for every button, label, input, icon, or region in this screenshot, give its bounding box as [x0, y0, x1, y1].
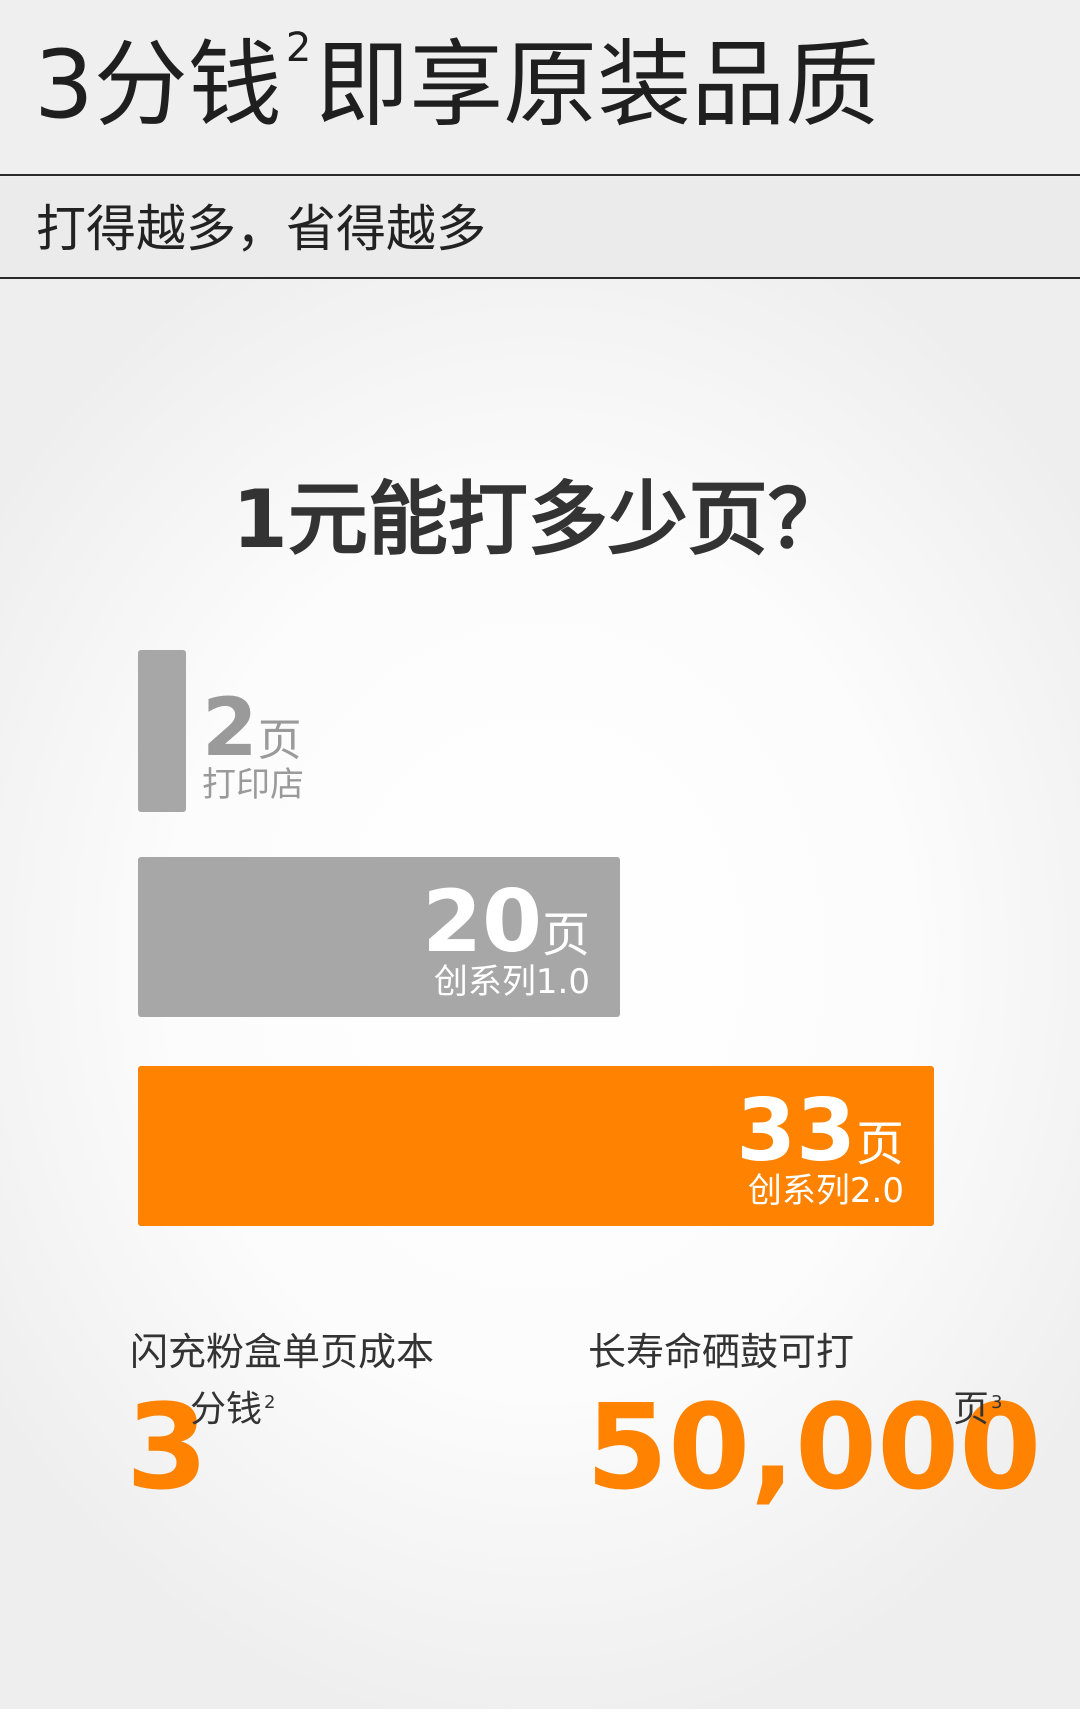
bar-value-number-1: 2 — [202, 681, 258, 774]
bar-1 — [138, 650, 186, 812]
drum-life-value: 50,000 — [586, 1378, 1042, 1516]
bar-category-label-1: 打印店 — [202, 765, 304, 805]
subheader-divider — [0, 277, 1080, 279]
bar-value-unit-1: 页 — [257, 715, 302, 766]
bar-value-number-3: 33 — [736, 1081, 856, 1181]
drum-life-caption: 长寿命硒鼓可打 — [588, 1330, 855, 1374]
toner-cost-unit: 分钱 2 — [190, 1392, 275, 1428]
title-footnote-marker: 2 — [285, 25, 312, 71]
bar-value-label-3: 33页 — [736, 1088, 904, 1174]
toner-cost-value: 3 — [126, 1378, 209, 1516]
toner-cost-caption: 闪充粉盒单页成本 — [130, 1330, 435, 1374]
bar-value-label-2: 20页 — [422, 879, 590, 965]
page-title: 3分钱 2即享原装品质 — [34, 26, 879, 146]
toner-cost-unit-text: 分钱 — [190, 1389, 263, 1430]
page-subtitle: 打得越多，省得越多 — [36, 200, 486, 258]
bar-value-label-1: 2页 — [202, 688, 302, 768]
bar-value-number-2: 20 — [422, 872, 542, 972]
drum-life-unit-text: 页 — [953, 1389, 990, 1430]
subheader-band: 打得越多，省得越多 — [0, 177, 1080, 277]
bar-2 — [138, 857, 620, 1017]
title-part-price: 3分钱 — [34, 31, 282, 140]
title-part-quality: 即享原装品质 — [315, 31, 880, 140]
chart-question: 1元能打多少页？ — [232, 473, 848, 566]
bar-category-label-3: 创系列2.0 — [747, 1171, 904, 1211]
bar-category-label-2: 创系列1.0 — [433, 962, 590, 1002]
bar-value-unit-2: 页 — [541, 907, 590, 963]
bar-3 — [138, 1066, 934, 1226]
header-divider — [0, 174, 1080, 176]
drum-life-footnote: 3 — [991, 1392, 1003, 1413]
toner-cost-footnote: 2 — [264, 1392, 276, 1413]
bar-value-unit-3: 页 — [855, 1116, 904, 1172]
header-band: 3分钱 2即享原装品质 — [0, 0, 1080, 176]
